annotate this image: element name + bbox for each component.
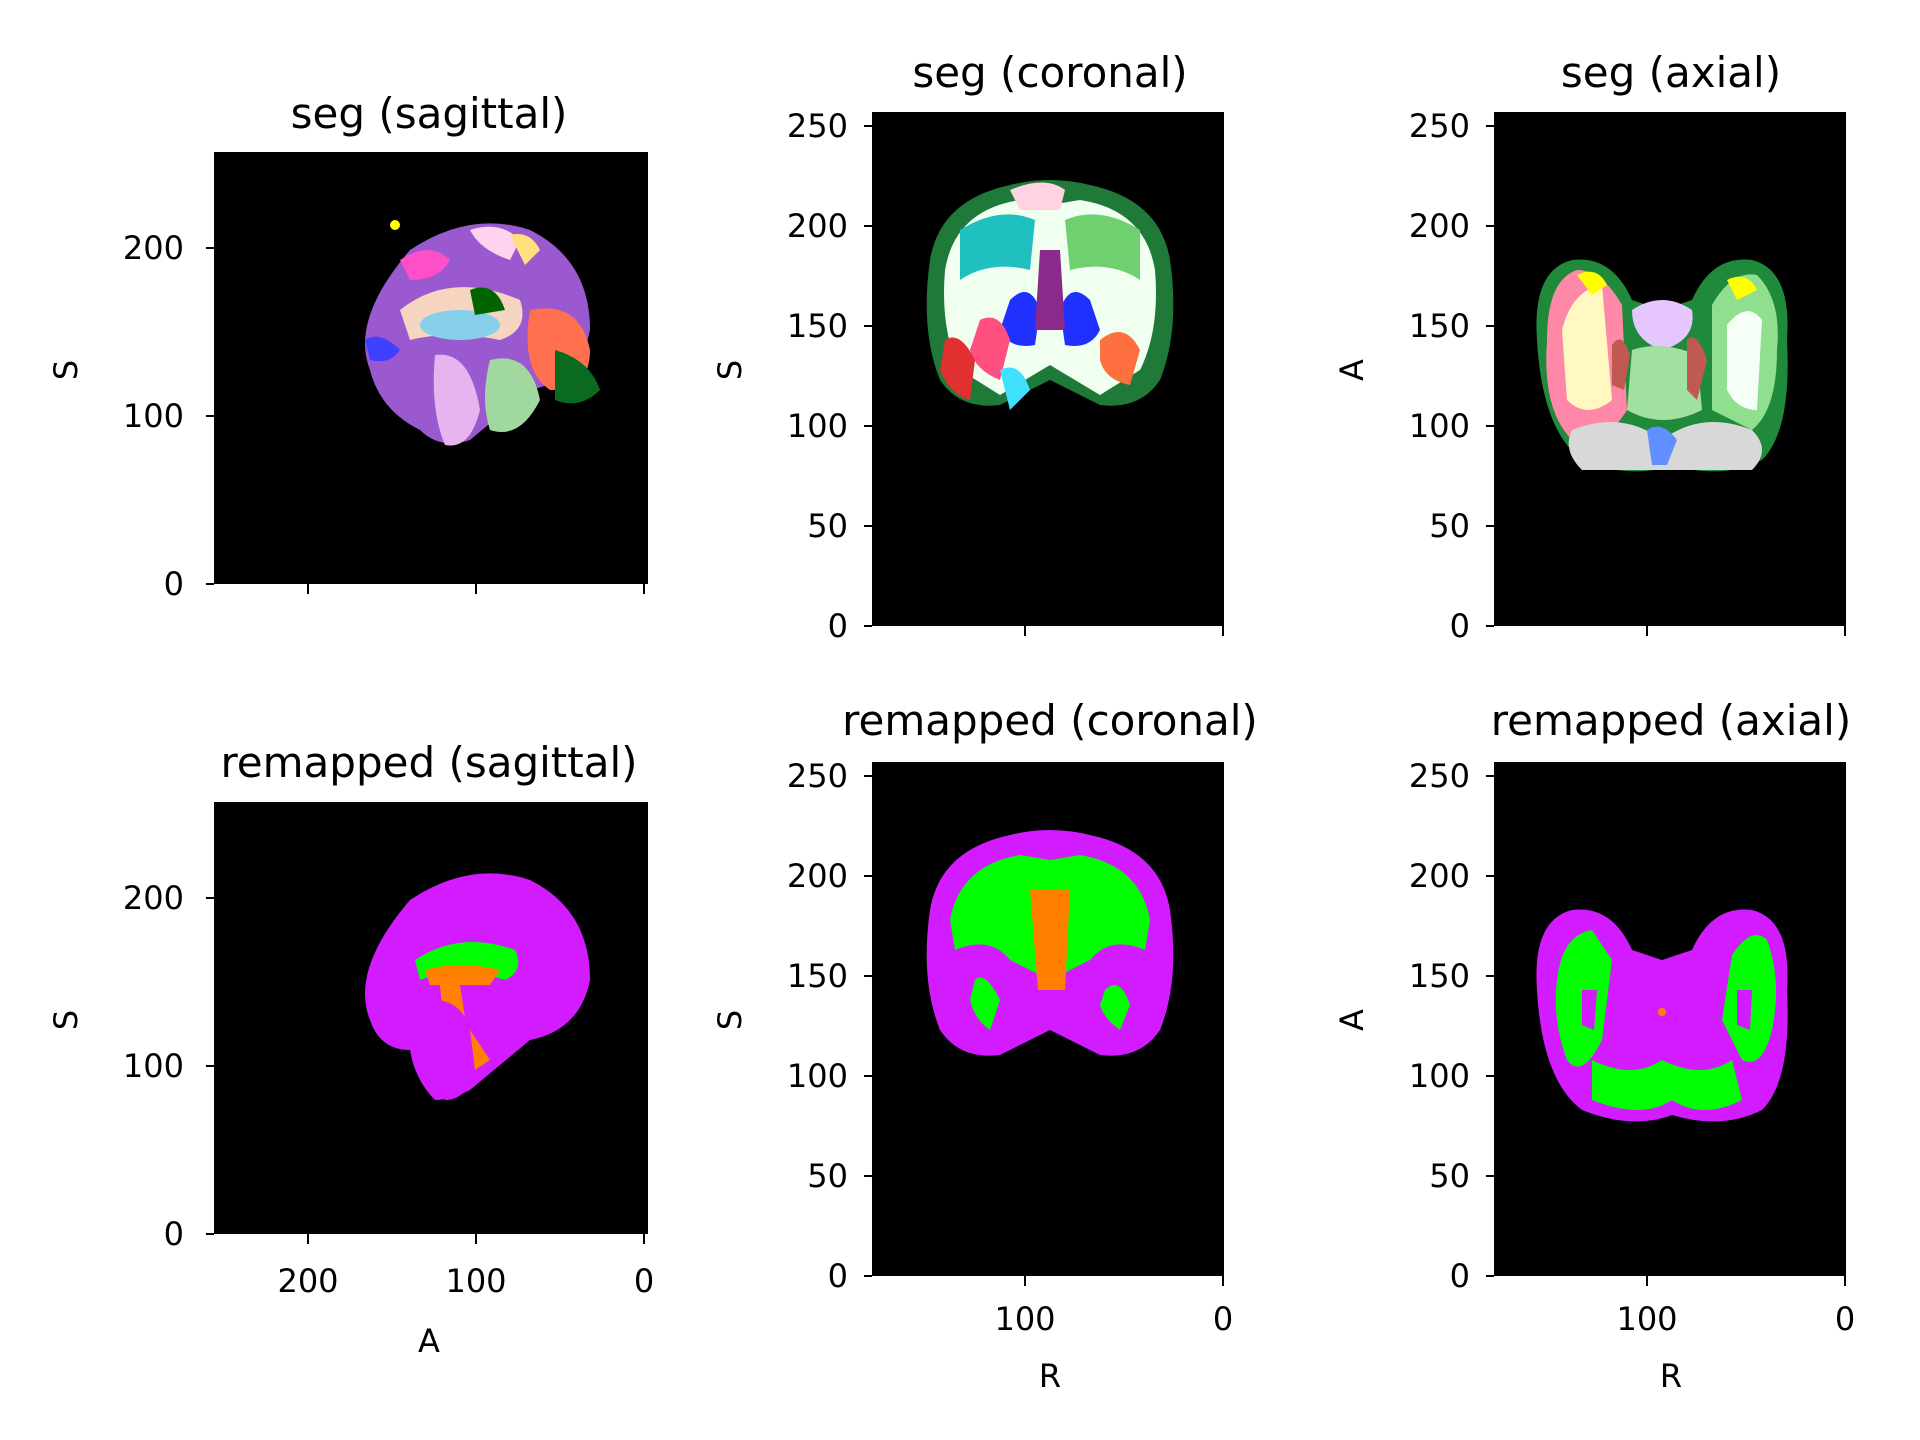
ylabel-seg-coronal: S (711, 359, 749, 381)
ytick-remapped-coronal-0: 0 (827, 1257, 848, 1295)
ytick-remapped-axial-50: 50 (1429, 1157, 1470, 1195)
ytick-remapped-coronal-100: 100 (786, 1057, 848, 1095)
panel-title-remapped-coronal: remapped (coronal) (842, 696, 1258, 745)
xtick-remapped-coronal-0: 0 (1212, 1300, 1234, 1338)
ytick-remapped-coronal-150: 150 (786, 957, 848, 995)
seg-sagittal-brain (365, 220, 600, 446)
xtick-remapped-sagittal-0: 0 (633, 1262, 655, 1300)
ylabel-remapped-sagittal: S (47, 1009, 85, 1031)
ytick-seg-axial-150: 150 (1408, 307, 1470, 345)
ytick-remapped-axial-0: 0 (1449, 1257, 1470, 1295)
ytick-seg-sagittal-100: 100 (122, 397, 184, 435)
ytick-seg-coronal-250: 250 (786, 107, 848, 145)
ylabel-remapped-axial: A (1333, 1009, 1371, 1031)
xtick-remapped-coronal-100: 100 (994, 1300, 1056, 1338)
image-remapped-sagittal (206, 802, 648, 1244)
image-remapped-coronal (864, 762, 1224, 1286)
ytick-remapped-coronal-200: 200 (786, 857, 848, 895)
remapped-sagittal-brain (365, 873, 590, 1100)
panel-title-seg-sagittal: seg (sagittal) (290, 89, 568, 138)
ytick-seg-coronal-200: 200 (786, 207, 848, 245)
ytick-seg-coronal-150: 150 (786, 307, 848, 345)
ylabel-seg-axial: A (1333, 359, 1371, 381)
panel-title-seg-coronal: seg (coronal) (912, 48, 1188, 97)
xlabel-remapped-coronal: R (1038, 1357, 1062, 1395)
image-remapped-axial (1486, 762, 1846, 1286)
xtick-remapped-sagittal-100: 100 (445, 1262, 507, 1300)
ytick-seg-axial-100: 100 (1408, 407, 1470, 445)
panel-title-remapped-axial: remapped (axial) (1490, 696, 1852, 745)
seg-axial-brain (1536, 259, 1788, 472)
xlabel-remapped-axial: R (1659, 1357, 1683, 1395)
ytick-seg-coronal-50: 50 (807, 507, 848, 545)
ytick-remapped-coronal-250: 250 (786, 757, 848, 795)
remapped-coronal-brain (926, 830, 1174, 1056)
ytick-remapped-sagittal-100: 100 (122, 1047, 184, 1085)
seg-coronal-brain (926, 180, 1174, 410)
xlabel-remapped-sagittal: A (418, 1322, 440, 1360)
ytick-seg-sagittal-0: 0 (163, 565, 184, 603)
ytick-remapped-axial-250: 250 (1408, 757, 1470, 795)
xtick-remapped-axial-100: 100 (1616, 1300, 1678, 1338)
ytick-remapped-coronal-50: 50 (807, 1157, 848, 1195)
ytick-remapped-sagittal-200: 200 (122, 879, 184, 917)
ylabel-remapped-coronal: S (711, 1009, 749, 1031)
panel-title-seg-axial: seg (axial) (1560, 48, 1782, 97)
panel-title-remapped-sagittal: remapped (sagittal) (220, 738, 638, 787)
xtick-remapped-axial-0: 0 (1834, 1300, 1856, 1338)
ytick-seg-coronal-0: 0 (827, 607, 848, 645)
ytick-seg-axial-200: 200 (1408, 207, 1470, 245)
remapped-axial-brain (1536, 909, 1788, 1122)
ytick-remapped-sagittal-0: 0 (163, 1215, 184, 1253)
ytick-remapped-axial-150: 150 (1408, 957, 1470, 995)
image-seg-axial (1486, 112, 1846, 636)
ytick-remapped-axial-100: 100 (1408, 1057, 1470, 1095)
ytick-seg-sagittal-200: 200 (122, 229, 184, 267)
ylabel-seg-sagittal: S (47, 359, 85, 381)
ytick-seg-axial-50: 50 (1429, 507, 1470, 545)
xtick-remapped-sagittal-200: 200 (277, 1262, 339, 1300)
ytick-remapped-axial-200: 200 (1408, 857, 1470, 895)
ytick-seg-coronal-100: 100 (786, 407, 848, 445)
ytick-seg-axial-0: 0 (1449, 607, 1470, 645)
image-seg-coronal (864, 112, 1224, 636)
ytick-seg-axial-250: 250 (1408, 107, 1470, 145)
image-seg-sagittal (206, 152, 648, 594)
